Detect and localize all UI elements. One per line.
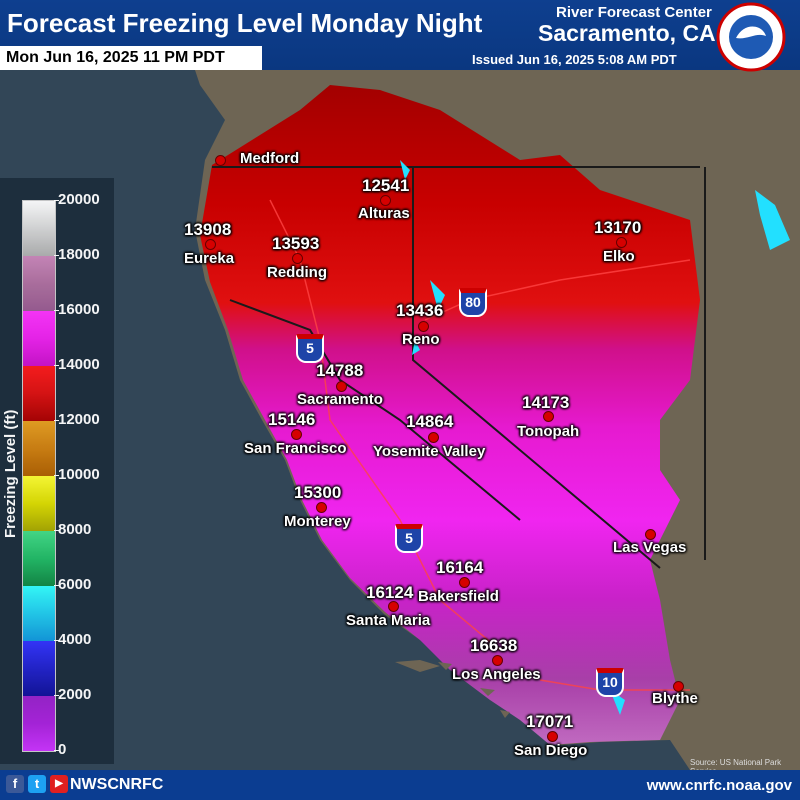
city-marker[interactable] [547, 731, 558, 742]
legend-tick-label: 10000 [58, 466, 100, 483]
rfc-location: Sacramento, CA [538, 20, 716, 46]
city-marker[interactable] [543, 411, 554, 422]
legend-panel: 20000 18000 16000 14000 12000 10000 8000 6000 40… [0, 178, 114, 764]
legend-tick-label: 12000 [58, 411, 100, 428]
freezing-level-value: 12541 [362, 176, 410, 195]
legend-tick-label: 16000 [58, 301, 100, 318]
freezing-level-value: 13436 [396, 301, 444, 320]
interstate-shield-icon: 10 [596, 668, 624, 697]
city-name: Tonopah [517, 423, 580, 440]
city-name: Los Angeles [452, 666, 541, 683]
city-marker[interactable] [418, 321, 429, 332]
legend-axis-label: Freezing Level (ft) [2, 409, 19, 538]
legend-tick-label: 8000 [58, 521, 92, 538]
freezing-level-value: 13170 [594, 218, 642, 237]
interstate-shield-icon: 80 [459, 288, 487, 317]
freezing-level-value: 14788 [316, 361, 364, 380]
legend-tick-label: 6000 [58, 576, 92, 593]
legend-tick-label: 14000 [58, 356, 100, 373]
legend-tick-mark [54, 420, 59, 421]
freezing-level-value: 16124 [366, 583, 414, 602]
state-borders [212, 166, 706, 569]
footer-bar: f t ▶ NWSCNRFC www.cnrfc.noaa.gov [0, 770, 800, 800]
rfc-name: River Forecast Center [556, 4, 712, 21]
freezing-level-value: 16164 [436, 558, 484, 577]
freezing-level-value: 16638 [470, 636, 518, 655]
legend-tick-mark [54, 310, 59, 311]
city-marker[interactable] [645, 529, 656, 540]
legend-tick-mark [54, 255, 59, 256]
city-name: Sacramento [297, 391, 383, 408]
city-marker[interactable] [388, 601, 399, 612]
legend-tick-mark [54, 365, 59, 366]
city-name: Alturas [358, 205, 410, 222]
freezing-level-shading [200, 85, 700, 745]
legend-tick-mark [54, 750, 59, 751]
valid-time-box: Mon Jun 16, 2025 11 PM PDT [0, 46, 262, 70]
city-name: Bakersfield [418, 588, 499, 605]
city-marker[interactable] [492, 655, 503, 666]
city-name: Medford [240, 150, 300, 167]
legend-tick-label: 18000 [58, 246, 100, 263]
city-marker[interactable] [215, 155, 226, 166]
header-bar: Forecast Freezing Level Monday Night Mon… [0, 0, 800, 72]
city-name: Redding [267, 264, 327, 281]
city-marker[interactable] [673, 681, 684, 692]
city-marker[interactable] [459, 577, 470, 588]
legend-tick-mark [54, 585, 59, 586]
legend-tick-mark [54, 200, 59, 201]
freezing-level-value: 15146 [268, 410, 316, 429]
legend-tick-label: 0 [58, 741, 67, 758]
city-name: San Diego [514, 742, 588, 759]
legend-tick-mark [54, 530, 59, 531]
page-title: Forecast Freezing Level Monday Night [7, 8, 483, 38]
legend-tick-label: 4000 [58, 631, 92, 648]
freezing-level-value: 14864 [406, 412, 454, 431]
freezing-level-value: 14173 [522, 393, 570, 412]
city-name: Reno [402, 331, 440, 348]
facebook-icon[interactable]: f [6, 775, 24, 793]
youtube-icon[interactable]: ▶ [50, 775, 68, 793]
legend-tick-label: 2000 [58, 686, 92, 703]
legend-tick-label: 20000 [58, 191, 100, 208]
legend-tick-mark [54, 640, 59, 641]
legend-tick-mark [54, 475, 59, 476]
freezing-level-value: 17071 [526, 712, 574, 731]
city-name: San Francisco [244, 440, 347, 457]
valid-time: Mon Jun 16, 2025 11 PM PDT [6, 49, 225, 66]
city-name: Santa Maria [346, 612, 431, 629]
issued-time: Issued Jun 16, 2025 5:08 AM PDT [472, 52, 677, 67]
city-marker[interactable] [205, 239, 216, 250]
interstate-shield-icon: 5 [395, 524, 423, 553]
city-marker[interactable] [291, 429, 302, 440]
channel-islands [395, 660, 510, 718]
freezing-level-value: 15300 [294, 483, 342, 502]
freezing-level-value: 13593 [272, 234, 320, 253]
city-name: Blythe [652, 690, 698, 707]
city-marker[interactable] [336, 381, 347, 392]
city-name: Las Vegas [613, 539, 687, 556]
city-name: Yosemite Valley [373, 443, 486, 460]
legend-tick-mark [54, 695, 59, 696]
city-marker[interactable] [316, 502, 327, 513]
city-marker[interactable] [616, 237, 627, 248]
social-handle[interactable]: NWSCNRFC [70, 776, 164, 793]
city-marker[interactable] [292, 253, 303, 264]
color-ramp [22, 200, 56, 752]
city-name: Eureka [184, 250, 235, 267]
website-link[interactable]: www.cnrfc.noaa.gov [646, 777, 792, 794]
interstate-shield-icon: 5 [296, 334, 324, 363]
twitter-icon[interactable]: t [28, 775, 46, 793]
nws-logo-icon[interactable] [716, 2, 786, 72]
city-name: Monterey [284, 513, 351, 530]
freezing-level-value: 13908 [184, 220, 232, 239]
city-name: Elko [603, 248, 635, 265]
city-marker[interactable] [380, 195, 391, 206]
city-marker[interactable] [428, 432, 439, 443]
